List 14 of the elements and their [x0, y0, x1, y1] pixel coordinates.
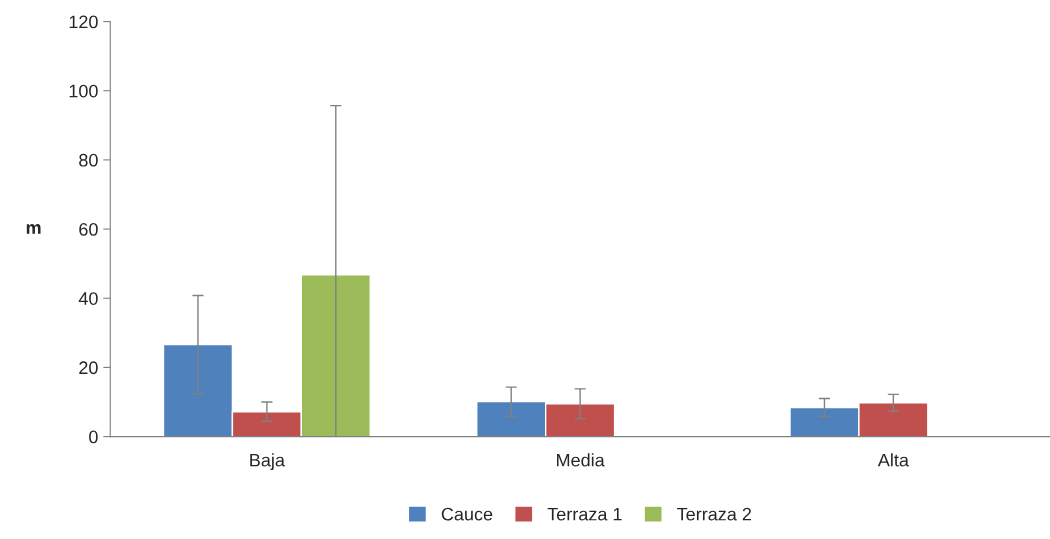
y-tick-label: 40 — [78, 292, 98, 305]
x-tick-label: Baja — [250, 453, 285, 471]
y-tick-label: 60 — [79, 223, 98, 236]
legend-label: Terraza 1 — [547, 507, 622, 521]
y-tick-label: 100 — [69, 84, 98, 98]
y-tick-label: 120 — [69, 15, 98, 29]
y-axis-title: m — [26, 224, 41, 234]
y-tick-label: 0 — [89, 430, 98, 444]
y-tick-label: 80 — [79, 153, 98, 167]
legend-label: Cauce — [441, 507, 493, 521]
x-tick-label: Alta — [877, 453, 909, 467]
y-tick-label: 20 — [79, 361, 98, 375]
legend-label: Terraza 2 — [677, 507, 751, 521]
x-tick-label: Media — [557, 453, 605, 467]
